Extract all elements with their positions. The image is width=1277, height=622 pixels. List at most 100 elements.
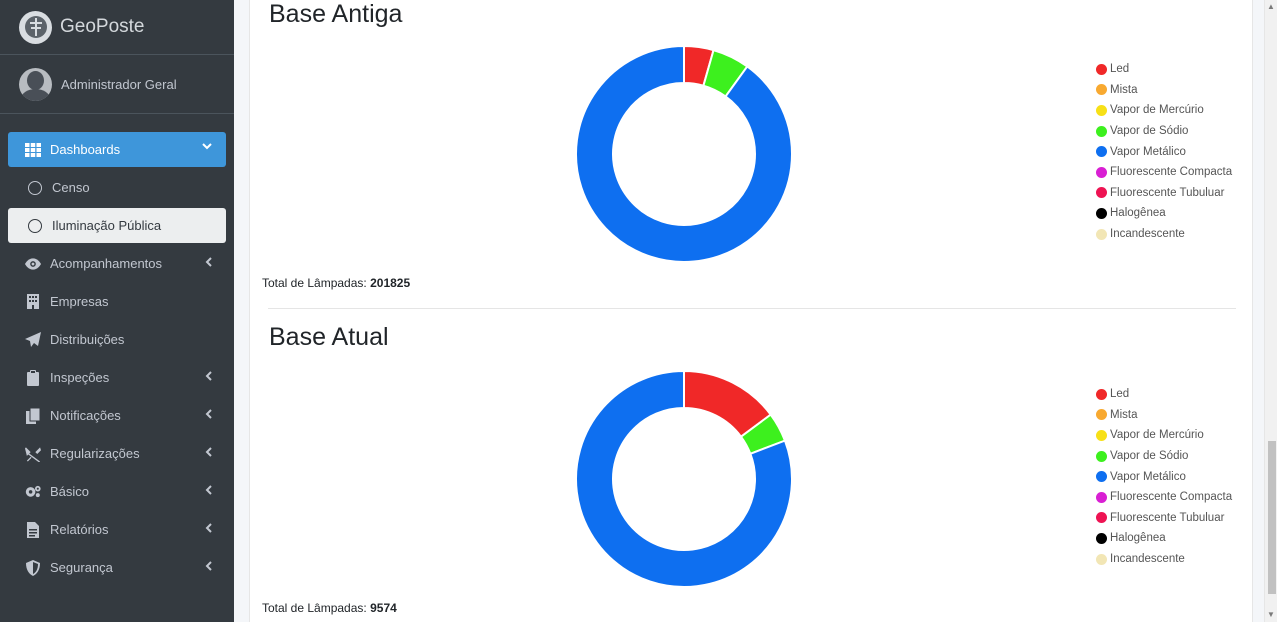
total-label: Total de Lâmpadas: — [262, 601, 367, 615]
doughnut-chart-base-atual — [575, 369, 793, 588]
file-icon — [25, 521, 41, 538]
sidebar-item-seguranca[interactable]: Segurança — [8, 550, 226, 585]
legend-item[interactable]: Vapor de Mercúrio — [1096, 425, 1232, 446]
sidebar-item-label: Censo — [52, 180, 90, 195]
legend-swatch — [1096, 388, 1107, 400]
legend-base-atual: Led Mista Vapor de Mercúrio Vapor de Sódio V… — [1096, 384, 1232, 569]
legend-swatch — [1096, 125, 1107, 137]
sidebar-item-iluminacao-publica[interactable]: Iluminação Pública — [8, 208, 226, 243]
legend-item[interactable]: Fluorescente Compacta — [1096, 162, 1232, 183]
sidebar-item-label: Inspeções — [50, 370, 110, 385]
section-title-base-atual: Base Atual — [269, 323, 389, 351]
legend-label: Incandescente — [1110, 553, 1185, 566]
legend-item[interactable]: Halogênea — [1096, 528, 1232, 549]
legend-swatch — [1096, 84, 1107, 96]
legend-swatch — [1096, 228, 1107, 240]
legend-label: Mista — [1110, 408, 1138, 421]
sidebar-item-inspecoes[interactable]: Inspeções — [8, 360, 226, 395]
legend-base-antiga: Led Mista Vapor de Mercúrio Vapor de Sódio V… — [1096, 59, 1232, 244]
sidebar-item-label: Regularizações — [50, 446, 140, 461]
legend-label: Vapor de Sódio — [1110, 125, 1189, 138]
chevron-left-icon — [205, 523, 212, 536]
brand-logo-icon — [19, 10, 52, 44]
legend-item[interactable]: Fluorescente Compacta — [1096, 487, 1232, 508]
legend-swatch — [1096, 553, 1107, 565]
grid-icon — [25, 142, 41, 158]
legend-label: Halogênea — [1110, 532, 1166, 545]
sidebar-item-label: Básico — [50, 484, 90, 499]
sidebar-item-acompanhamentos[interactable]: Acompanhamentos — [8, 246, 226, 281]
brand-link[interactable]: GeoPoste — [0, 0, 234, 55]
legend-item[interactable]: Incandescente — [1096, 549, 1232, 570]
sidebar-item-label: Empresas — [50, 294, 109, 309]
legend-item[interactable]: Vapor Metálico — [1096, 466, 1232, 487]
legend-item[interactable]: Fluorescente Tubuluar — [1096, 183, 1232, 204]
legend-swatch — [1096, 471, 1107, 483]
slice-vapor-metalico[interactable] — [575, 44, 793, 263]
legend-label: Mista — [1110, 83, 1138, 96]
sidebar-item-dashboards[interactable]: Dashboards — [8, 132, 226, 167]
sidebar-item-label: Acompanhamentos — [50, 256, 163, 271]
building-icon — [25, 294, 41, 310]
sidebar-item-label: Segurança — [50, 560, 113, 575]
user-name[interactable]: Administrador Geral — [61, 76, 177, 92]
legend-label: Vapor de Sódio — [1110, 450, 1189, 463]
total-value: 201825 — [370, 276, 411, 290]
shield-icon — [25, 559, 41, 576]
sidebar-item-label: Dashboards — [50, 142, 121, 157]
page-scrollbar[interactable]: ▲ ▼ — [1264, 0, 1277, 622]
legend-item[interactable]: Halogênea — [1096, 203, 1232, 224]
legend-swatch — [1096, 512, 1107, 524]
sidebar-item-regularizacoes[interactable]: Regularizações — [8, 436, 226, 471]
chevron-left-icon — [205, 257, 212, 270]
legend-swatch — [1096, 146, 1107, 158]
sidebar-item-label: Relatórios — [50, 522, 109, 537]
legend-item[interactable]: Fluorescente Tubuluar — [1096, 508, 1232, 529]
sidebar-item-empresas[interactable]: Empresas — [8, 284, 226, 319]
legend-label: Incandescente — [1110, 228, 1185, 241]
sidebar-item-censo[interactable]: Censo — [8, 170, 226, 205]
scroll-up-icon[interactable]: ▲ — [1267, 2, 1275, 11]
paper-plane-icon — [25, 331, 41, 348]
sidebar-item-label: Distribuições — [50, 332, 125, 347]
chevron-left-icon — [205, 409, 212, 422]
copy-icon — [25, 407, 41, 424]
legend-label: Vapor Metálico — [1110, 145, 1186, 158]
legend-swatch — [1096, 409, 1107, 421]
total-lampadas-base-antiga: Total de Lâmpadas: 201825 — [262, 276, 410, 290]
legend-item[interactable]: Mista — [1096, 80, 1232, 101]
sidebar-item-notificacoes[interactable]: Notificações — [8, 398, 226, 433]
sidebar-item-basico[interactable]: Básico — [8, 474, 226, 509]
sidebar: GeoPoste Administrador Geral Dashboards C… — [0, 0, 234, 622]
legend-item[interactable]: Vapor de Sódio — [1096, 446, 1232, 467]
sidebar-item-label: Notificações — [50, 408, 121, 423]
legend-item[interactable]: Led — [1096, 59, 1232, 80]
sidebar-item-distribuicoes[interactable]: Distribuições — [8, 322, 226, 357]
user-panel[interactable]: Administrador Geral — [0, 55, 234, 114]
scroll-down-icon[interactable]: ▼ — [1267, 610, 1275, 619]
legend-item[interactable]: Vapor Metálico — [1096, 141, 1232, 162]
legend-swatch — [1096, 491, 1107, 503]
slice-vapor-metalico[interactable] — [575, 369, 793, 588]
chevron-left-icon — [205, 447, 212, 460]
legend-item[interactable]: Vapor de Mercúrio — [1096, 100, 1232, 121]
legend-label: Fluorescente Compacta — [1110, 491, 1233, 504]
circle-icon — [27, 180, 43, 196]
legend-swatch — [1096, 104, 1107, 116]
legend-label: Fluorescente Tubuluar — [1110, 511, 1225, 524]
sidebar-item-relatorios[interactable]: Relatórios — [8, 512, 226, 547]
doughnut-chart-base-antiga — [575, 44, 793, 263]
legend-label: Led — [1110, 388, 1130, 401]
scroll-thumb[interactable] — [1268, 441, 1276, 594]
legend-item[interactable]: Vapor de Sódio — [1096, 121, 1232, 142]
circle-icon — [27, 218, 43, 234]
legend-item[interactable]: Led — [1096, 384, 1232, 405]
legend-label: Halogênea — [1110, 207, 1166, 220]
legend-item[interactable]: Mista — [1096, 405, 1232, 426]
legend-item[interactable]: Incandescente — [1096, 224, 1232, 245]
legend-swatch — [1096, 207, 1107, 219]
total-value: 9574 — [370, 601, 397, 615]
chevron-left-icon — [205, 561, 212, 574]
brand-name: GeoPoste — [60, 16, 145, 37]
dashboard-card: Base Antiga Led Mista Vapor de Mercúrio Vap… — [249, 0, 1253, 622]
